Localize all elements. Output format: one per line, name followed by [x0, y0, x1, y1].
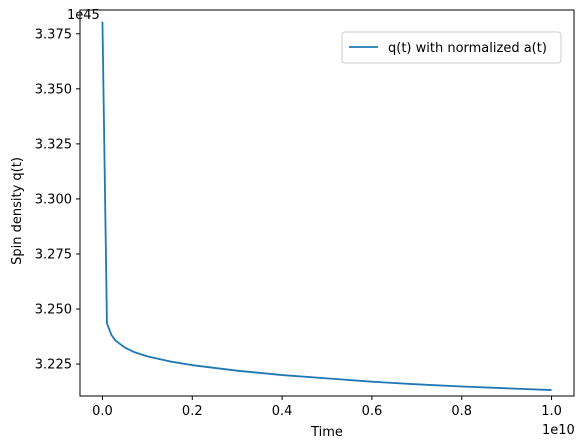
axes-frame — [79, 9, 575, 397]
y-tick-label: 3.300 — [35, 192, 72, 207]
x-tick-label: 0.6 — [362, 404, 383, 419]
legend-entry-label: q(t) with normalized a(t) — [388, 41, 547, 56]
y-tick-label: 3.375 — [35, 27, 72, 42]
x-tick-label: 0.0 — [92, 404, 113, 419]
legend-frame — [341, 31, 562, 64]
x-tick-label: 0.4 — [272, 404, 293, 419]
y-tick-label: 3.275 — [35, 247, 72, 262]
y-tick-label: 3.250 — [35, 303, 72, 318]
y-offset-label: 1e45 — [67, 8, 100, 23]
series-line-0 — [101, 21, 552, 391]
y-tick-label: 3.325 — [35, 137, 72, 152]
x-offset-label: 1e10 — [542, 423, 575, 438]
y-tick-label: 3.225 — [35, 358, 72, 373]
ticks-layer: 0.0 0.2 0.4 0.6 0.8 1.0 3.225 3.250 3.275 3.300 3.… — [35, 27, 562, 419]
legend: q(t) with normalized a(t) — [341, 31, 562, 64]
x-tick-label: 0.2 — [182, 404, 203, 419]
axes-layer — [79, 9, 575, 397]
y-tick-label: 3.350 — [35, 82, 72, 97]
x-tick-label: 0.8 — [451, 404, 472, 419]
x-tick-label: 1.0 — [541, 404, 562, 419]
plot-layer — [101, 21, 552, 391]
x-axis-label: Time — [310, 425, 343, 440]
y-axis-label: Spin density q(t) — [10, 157, 25, 265]
